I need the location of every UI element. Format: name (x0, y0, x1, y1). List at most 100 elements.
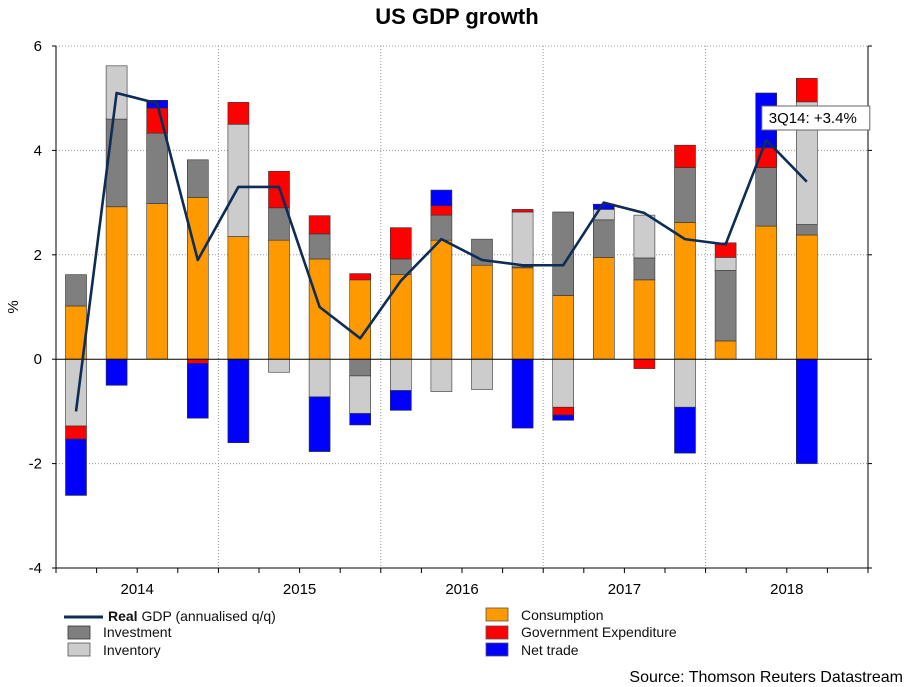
legend-government-swatch (485, 625, 509, 640)
y-tick-label: 0 (34, 351, 42, 368)
bar-net-trade (511, 358, 534, 429)
y-tick-label: 2 (34, 247, 42, 264)
bar-investment (65, 274, 87, 307)
bar-net-trade (552, 414, 575, 421)
bar-inventory (552, 358, 575, 408)
bar-government-expenditure (227, 102, 250, 125)
bar-inventory (227, 124, 250, 237)
legend-net-trade: Net trade (521, 642, 579, 658)
bar-government-expenditure (389, 227, 412, 260)
bar-net-trade (389, 390, 412, 411)
bar-consumption (552, 295, 575, 360)
bars-group (65, 65, 818, 496)
bar-investment (552, 211, 575, 296)
bar-government-expenditure (795, 78, 818, 103)
legend-investment: Investment (103, 624, 172, 640)
bar-inventory (308, 358, 331, 398)
bar-investment (633, 257, 656, 281)
bar-consumption (308, 258, 331, 360)
bar-consumption (349, 279, 372, 360)
bar-inventory (268, 358, 290, 373)
bar-government-expenditure (674, 144, 696, 168)
legend-inventory: Inventory (103, 642, 161, 658)
bar-net-trade (430, 189, 453, 207)
bar-net-trade (65, 438, 87, 496)
bar-net-trade (308, 396, 331, 452)
bar-consumption (714, 340, 737, 360)
bar-net-trade (187, 363, 209, 419)
bar-consumption (592, 257, 615, 360)
bar-inventory (714, 257, 737, 271)
bar-investment (795, 224, 818, 236)
real-gdp-line (74, 91, 808, 412)
x-year-label: 2014 (121, 581, 154, 598)
bar-consumption (268, 239, 290, 360)
axes: 6 4 2 0 -2 -4 2014 2015 2016 2017 2018 (29, 38, 872, 598)
bar-net-trade (227, 358, 250, 444)
bar-net-trade (674, 406, 696, 454)
bar-investment (308, 233, 331, 260)
x-year-label: 2017 (608, 581, 641, 598)
bar-net-trade (349, 413, 372, 426)
legend-government: Government Expenditure (521, 624, 677, 640)
bar-government-expenditure (511, 209, 534, 213)
gdp-line-group (74, 91, 808, 412)
y-tick-label: 4 (34, 142, 42, 159)
source-note: Source: Thomson Reuters Datastream (629, 669, 903, 686)
bar-inventory (511, 211, 534, 268)
bar-investment (714, 270, 737, 342)
bar-inventory (674, 358, 696, 408)
bar-inventory (65, 358, 87, 427)
x-year-label: 2015 (283, 581, 316, 598)
legend: Real GDP (annualised q/q) Investment Inv… (64, 607, 677, 658)
bar-consumption (633, 279, 656, 360)
legend-consumption-swatch (485, 607, 509, 622)
x-year-label: 2018 (770, 581, 803, 598)
annotation-box (761, 105, 871, 131)
x-year-label: 2016 (445, 581, 478, 598)
bar-government-expenditure (65, 425, 87, 440)
legend-real-bold: Real (108, 608, 138, 624)
bar-investment (349, 358, 372, 377)
y-tick-label: -4 (29, 560, 42, 577)
bar-investment (592, 219, 615, 258)
bar-consumption (105, 206, 128, 360)
y-axis-label: % (5, 300, 22, 313)
gridlines (56, 45, 868, 569)
bar-investment (430, 214, 453, 241)
legend-consumption: Consumption (521, 607, 604, 623)
bar-consumption (471, 264, 493, 360)
bar-government-expenditure (308, 215, 331, 235)
bar-inventory (471, 358, 493, 390)
bar-consumption (146, 203, 168, 360)
bar-government-expenditure (430, 205, 453, 216)
legend-net-trade-swatch (485, 642, 509, 657)
bar-net-trade (795, 358, 818, 464)
bar-inventory (389, 358, 412, 391)
bar-consumption (755, 225, 778, 360)
bar-inventory (633, 214, 656, 259)
y-tick-label: -2 (29, 456, 42, 473)
bar-consumption (227, 236, 250, 360)
annotation-group: 3Q14: +3.4% (761, 105, 871, 131)
bar-consumption (430, 239, 453, 360)
bar-inventory (349, 375, 372, 414)
bar-government-expenditure (187, 358, 209, 364)
bar-investment (674, 167, 696, 223)
legend-inventory-swatch (67, 642, 91, 657)
legend-investment-swatch (67, 625, 91, 640)
bar-consumption (674, 222, 696, 360)
y-tick-label: 6 (34, 38, 42, 55)
bar-investment (187, 159, 209, 198)
bar-government-expenditure (552, 406, 575, 416)
bar-consumption (795, 234, 818, 360)
bar-consumption (187, 197, 209, 360)
bar-inventory (430, 358, 453, 392)
bar-consumption (389, 274, 412, 360)
bar-investment (105, 118, 128, 208)
bar-investment (146, 132, 168, 204)
bar-government-expenditure (633, 358, 656, 369)
bar-net-trade (105, 358, 128, 386)
bar-consumption (511, 267, 534, 360)
